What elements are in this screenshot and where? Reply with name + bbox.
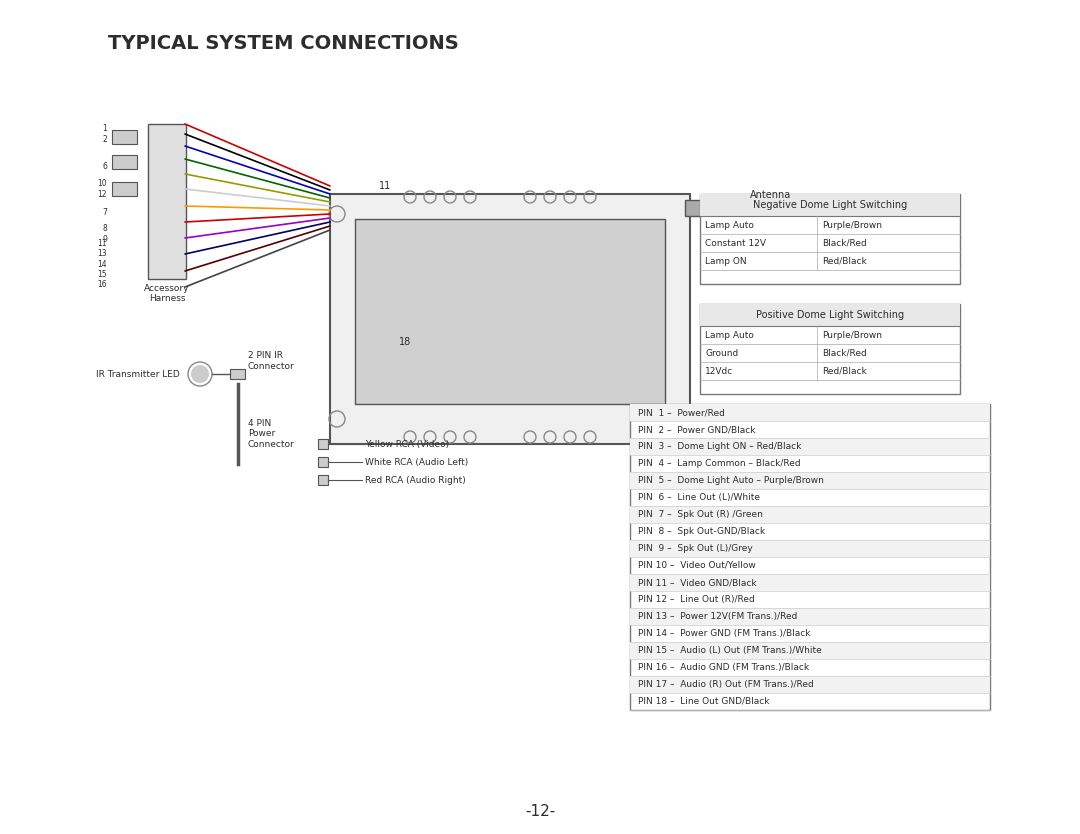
Text: PIN 10 –  Video Out/Yellow: PIN 10 – Video Out/Yellow xyxy=(638,561,756,570)
Bar xyxy=(685,200,740,216)
Bar xyxy=(318,439,328,449)
Text: 7: 7 xyxy=(103,208,107,217)
Text: Lamp Auto: Lamp Auto xyxy=(705,330,754,339)
Bar xyxy=(700,194,960,284)
Text: 11: 11 xyxy=(379,181,391,191)
Text: 11
13
14
15
16: 11 13 14 15 16 xyxy=(97,239,107,289)
Bar xyxy=(112,182,137,196)
Bar xyxy=(630,540,990,557)
Text: Antenna: Antenna xyxy=(750,190,792,200)
Text: Negative Dome Light Switching: Negative Dome Light Switching xyxy=(753,200,907,210)
Text: PIN 13 –  Power 12V(FM Trans.)/Red: PIN 13 – Power 12V(FM Trans.)/Red xyxy=(638,612,797,621)
Text: PIN  1 –  Power/Red: PIN 1 – Power/Red xyxy=(638,408,725,417)
Text: PIN 12 –  Line Out (R)/Red: PIN 12 – Line Out (R)/Red xyxy=(638,595,755,604)
Bar xyxy=(112,155,137,169)
Text: PIN  2 –  Power GND/Black: PIN 2 – Power GND/Black xyxy=(638,425,756,434)
Bar xyxy=(330,194,690,444)
Bar xyxy=(630,608,990,625)
Bar xyxy=(700,194,960,216)
Text: 8
9: 8 9 xyxy=(103,224,107,244)
Text: 18: 18 xyxy=(399,337,411,347)
Text: PIN 15 –  Audio (L) Out (FM Trans.)/White: PIN 15 – Audio (L) Out (FM Trans.)/White xyxy=(638,646,822,655)
Text: White RCA (Audio Left): White RCA (Audio Left) xyxy=(365,458,469,466)
Text: Purple/Brown: Purple/Brown xyxy=(822,330,882,339)
Text: Red/Black: Red/Black xyxy=(822,366,867,375)
Text: Ground: Ground xyxy=(705,349,739,358)
Text: Black/Red: Black/Red xyxy=(822,239,867,248)
Bar xyxy=(318,475,328,485)
Text: IR Transmitter LED: IR Transmitter LED xyxy=(96,369,180,379)
Text: PIN  5 –  Dome Light Auto – Purple/Brown: PIN 5 – Dome Light Auto – Purple/Brown xyxy=(638,476,824,485)
Text: 6: 6 xyxy=(103,162,107,170)
Text: PIN 16 –  Audio GND (FM Trans.)/Black: PIN 16 – Audio GND (FM Trans.)/Black xyxy=(638,663,809,672)
Bar xyxy=(630,438,990,455)
Bar xyxy=(700,304,960,394)
Text: Constant 12V: Constant 12V xyxy=(705,239,766,248)
Text: PIN 14 –  Power GND (FM Trans.)/Black: PIN 14 – Power GND (FM Trans.)/Black xyxy=(638,629,810,638)
Text: 4 PIN
Power
Connector: 4 PIN Power Connector xyxy=(248,419,295,449)
Bar xyxy=(318,457,328,467)
Bar xyxy=(630,676,990,693)
Bar xyxy=(230,369,245,379)
Bar xyxy=(630,506,990,523)
Text: Accessory
Harness: Accessory Harness xyxy=(145,284,190,304)
Text: PIN  6 –  Line Out (L)/White: PIN 6 – Line Out (L)/White xyxy=(638,493,760,502)
Circle shape xyxy=(191,365,210,383)
Text: PIN  4 –  Lamp Common – Black/Red: PIN 4 – Lamp Common – Black/Red xyxy=(638,459,800,468)
Text: Red/Black: Red/Black xyxy=(822,257,867,265)
Text: PIN  8 –  Spk Out-GND/Black: PIN 8 – Spk Out-GND/Black xyxy=(638,527,765,536)
Bar xyxy=(630,404,990,421)
Bar xyxy=(630,404,990,710)
Bar xyxy=(740,204,770,212)
Text: Positive Dome Light Switching: Positive Dome Light Switching xyxy=(756,310,904,320)
Text: Purple/Brown: Purple/Brown xyxy=(822,220,882,229)
Text: PIN 17 –  Audio (R) Out (FM Trans.)/Red: PIN 17 – Audio (R) Out (FM Trans.)/Red xyxy=(638,680,813,689)
Text: -12-: -12- xyxy=(525,805,555,820)
Text: 12Vdc: 12Vdc xyxy=(705,366,733,375)
Text: PIN  9 –  Spk Out (L)/Grey: PIN 9 – Spk Out (L)/Grey xyxy=(638,544,753,553)
Text: PIN 11 –  Video GND/Black: PIN 11 – Video GND/Black xyxy=(638,578,757,587)
Text: TYPICAL SYSTEM CONNECTIONS: TYPICAL SYSTEM CONNECTIONS xyxy=(108,34,459,53)
Text: PIN  7 –  Spk Out (R) /Green: PIN 7 – Spk Out (R) /Green xyxy=(638,510,762,519)
Bar xyxy=(630,642,990,659)
Bar xyxy=(630,574,990,591)
Text: Yellow RCA (Video): Yellow RCA (Video) xyxy=(365,440,449,449)
Text: 1
2: 1 2 xyxy=(103,124,107,143)
Bar xyxy=(630,472,990,489)
Text: 2 PIN IR
Connector: 2 PIN IR Connector xyxy=(248,351,295,370)
Text: Black/Red: Black/Red xyxy=(822,349,867,358)
Text: Red RCA (Audio Right): Red RCA (Audio Right) xyxy=(365,475,465,485)
Text: PIN 18 –  Line Out GND/Black: PIN 18 – Line Out GND/Black xyxy=(638,697,769,706)
Bar xyxy=(355,219,665,404)
Bar xyxy=(148,124,186,279)
Text: Lamp ON: Lamp ON xyxy=(705,257,746,265)
Bar xyxy=(700,304,960,326)
Bar xyxy=(112,130,137,144)
Text: PIN  3 –  Dome Light ON – Red/Black: PIN 3 – Dome Light ON – Red/Black xyxy=(638,442,801,451)
Text: Lamp Auto: Lamp Auto xyxy=(705,220,754,229)
Text: 10
12: 10 12 xyxy=(97,179,107,198)
